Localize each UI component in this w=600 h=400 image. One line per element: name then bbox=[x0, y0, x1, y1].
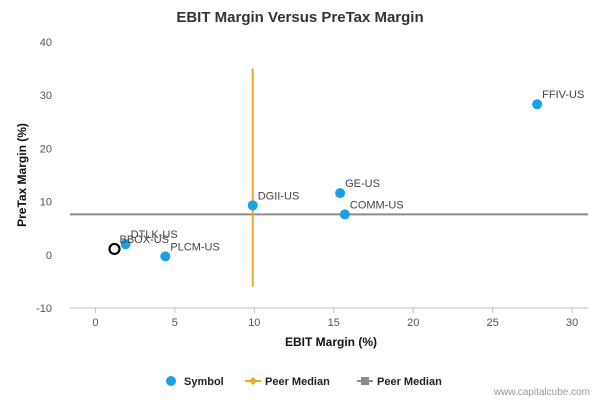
x-tick-label: 15 bbox=[328, 317, 340, 329]
highlighted-data-point bbox=[108, 242, 121, 256]
x-tick-label: 20 bbox=[407, 317, 419, 329]
y-tick-label: 30 bbox=[40, 90, 52, 102]
data-point bbox=[120, 239, 131, 250]
legend-label: Peer Median bbox=[377, 376, 442, 388]
y-tick-label: 40 bbox=[40, 37, 52, 49]
data-point-label: GE-US bbox=[345, 178, 380, 190]
y-axis-label: PreTax Margin (%) bbox=[15, 123, 29, 227]
y-tick-label: 0 bbox=[46, 250, 52, 262]
data-point bbox=[339, 209, 350, 220]
y-tick-label: -10 bbox=[36, 303, 52, 315]
chart-title: EBIT Margin Versus PreTax Margin bbox=[176, 9, 423, 26]
legend-label: Symbol bbox=[184, 376, 224, 388]
data-point-label: PLCM-US bbox=[170, 241, 220, 253]
legend-square-marker bbox=[361, 377, 369, 385]
data-point bbox=[335, 188, 346, 199]
watermark: www.capitalcube.com bbox=[493, 387, 590, 398]
data-point bbox=[532, 99, 543, 110]
x-tick-label: 25 bbox=[487, 317, 499, 329]
plot-area: 0 5 10 15 20 25 30 -10 0 10 20 30 40 FFIV-US GE-US DGII… bbox=[36, 37, 588, 329]
data-point-label: COMM-US bbox=[350, 199, 404, 211]
data-point bbox=[247, 200, 258, 211]
x-tick-label: 5 bbox=[172, 317, 178, 329]
data-point bbox=[160, 251, 171, 262]
x-axis-label: EBIT Margin (%) bbox=[285, 335, 377, 349]
x-tick-label: 0 bbox=[92, 317, 98, 329]
data-point-label: BBOX-US bbox=[119, 234, 169, 246]
x-tick-label: 10 bbox=[248, 317, 260, 329]
data-point-label: DTLK-US bbox=[131, 229, 178, 241]
data-point-label: FFIV-US bbox=[542, 89, 584, 101]
legend-label: Peer Median bbox=[265, 376, 330, 388]
legend: Symbol Peer Median Peer Median bbox=[166, 376, 442, 388]
data-point-label: DGII-US bbox=[258, 190, 300, 202]
y-tick-label: 10 bbox=[40, 197, 52, 209]
x-tick-label: 30 bbox=[566, 317, 578, 329]
y-tick-label: 20 bbox=[40, 143, 52, 155]
legend-diamond-marker bbox=[249, 377, 257, 385]
legend-symbol-marker bbox=[166, 376, 176, 386]
